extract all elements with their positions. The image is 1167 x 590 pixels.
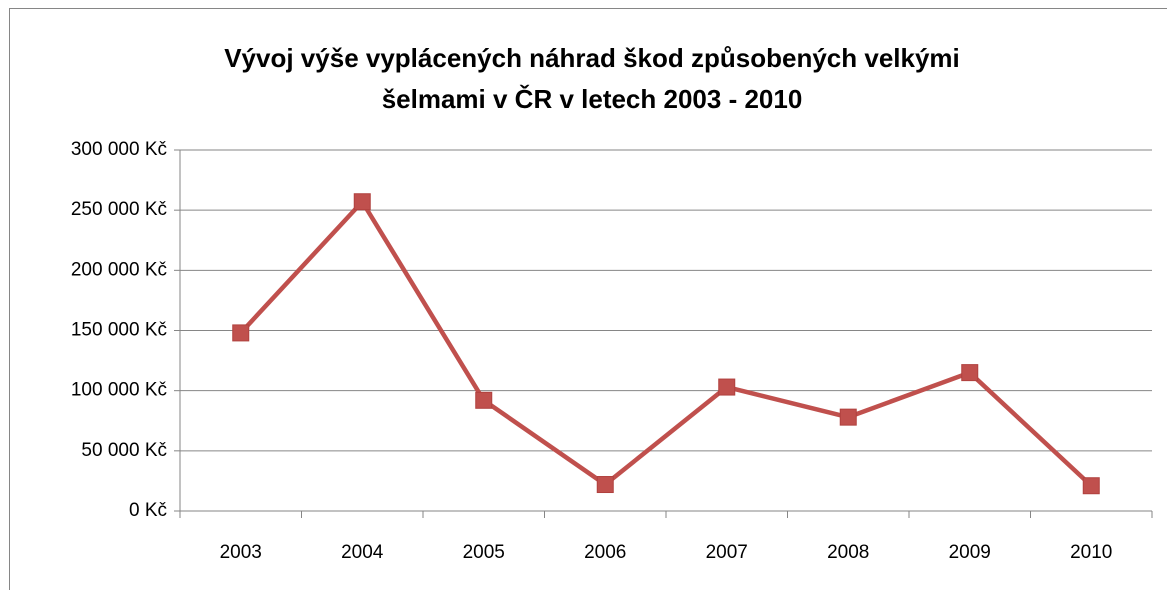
x-tick-label: 2010 <box>1070 542 1112 563</box>
y-tick-label: 150 000 Kč <box>71 320 167 341</box>
point-marker <box>475 391 493 409</box>
y-tick-label: 250 000 Kč <box>71 199 167 220</box>
x-tick-label: 2004 <box>341 542 384 563</box>
point-marker <box>232 324 250 342</box>
chart-frame <box>9 8 1167 590</box>
point-marker <box>961 364 979 382</box>
point-marker <box>353 193 371 211</box>
x-tick-label: 2007 <box>706 542 748 563</box>
y-tick-label: 50 000 Kč <box>81 440 167 461</box>
point-marker <box>1082 477 1100 495</box>
chart-title: šelmami v ČR v letech 2003 - 2010 <box>382 84 803 114</box>
x-tick-label: 2009 <box>949 542 991 563</box>
point-marker <box>718 378 736 396</box>
y-tick-label: 200 000 Kč <box>71 259 167 280</box>
x-tick-label: 2005 <box>463 542 505 563</box>
chart-title: Vývoj výše vyplácených náhrad škod způso… <box>224 43 960 73</box>
y-tick-label: 100 000 Kč <box>71 380 167 401</box>
point-marker <box>839 408 857 426</box>
x-tick-label: 2003 <box>220 542 262 563</box>
series-line <box>239 199 1093 488</box>
x-tick-label: 2008 <box>827 542 869 563</box>
y-tick-label: 300 000 Kč <box>71 139 167 160</box>
x-tick-label: 2006 <box>584 542 626 563</box>
y-tick-label: 0 Kč <box>129 500 167 521</box>
point-marker <box>596 476 614 494</box>
